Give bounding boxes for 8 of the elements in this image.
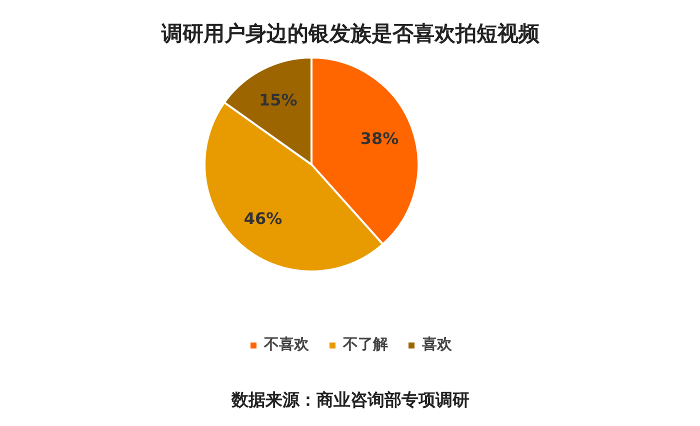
data-label: 46% — [244, 209, 282, 228]
chart-title: 调研用户身边的银发族是否喜欢拍短视频 — [160, 22, 540, 46]
data-label: 38% — [360, 129, 399, 148]
data-label: 15% — [259, 90, 298, 110]
legend-label: 不喜欢 — [264, 335, 309, 354]
source-note: 数据来源：商业咨询部专项调研 — [230, 390, 470, 410]
legend-label: 喜欢 — [422, 335, 452, 354]
legend-label: 不了解 — [343, 335, 388, 354]
